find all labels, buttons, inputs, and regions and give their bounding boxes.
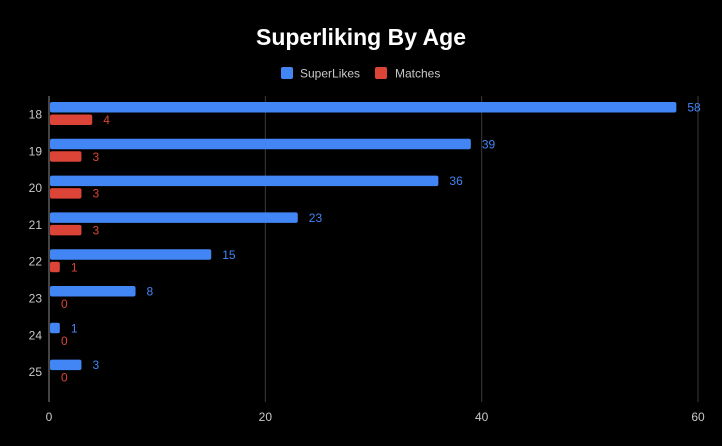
bar-superlikes-24 <box>50 322 60 334</box>
y-tick-label-25: 25 <box>29 365 43 379</box>
data-label-superlikes-25: 3 <box>92 358 99 372</box>
chart-title: Superliking By Age <box>256 24 466 50</box>
x-tick-label-60: 60 <box>691 410 705 424</box>
data-label-matches-18: 4 <box>103 113 110 127</box>
data-label-matches-20: 3 <box>92 187 99 201</box>
bar-superlikes-20 <box>50 175 439 187</box>
data-label-superlikes-22: 15 <box>222 248 236 262</box>
bar-matches-20 <box>50 188 82 199</box>
bar-matches-19 <box>50 151 82 162</box>
data-label-superlikes-20: 36 <box>449 174 463 188</box>
legend-label-matches: Matches <box>395 67 440 81</box>
data-label-matches-22: 1 <box>71 260 78 274</box>
y-tick-label-19: 19 <box>29 144 43 158</box>
bar-matches-21 <box>50 224 82 236</box>
data-label-superlikes-23: 8 <box>147 285 154 299</box>
bar-matches-18 <box>50 114 93 125</box>
data-label-superlikes-19: 39 <box>482 137 496 151</box>
bar-superlikes-22 <box>50 249 212 260</box>
bar-superlikes-19 <box>50 138 471 150</box>
x-tick-label-20: 20 <box>259 410 273 424</box>
legend-label-superlikes: SuperLikes <box>300 67 360 81</box>
bar-matches-22 <box>50 261 60 273</box>
y-tick-label-24: 24 <box>29 328 43 342</box>
data-label-superlikes-24: 1 <box>71 321 78 335</box>
x-tick-label-40: 40 <box>475 410 489 424</box>
y-tick-label-21: 21 <box>29 218 43 232</box>
data-label-superlikes-21: 23 <box>309 211 323 225</box>
data-label-matches-23: 0 <box>61 297 68 311</box>
y-tick-label-23: 23 <box>29 292 43 306</box>
data-label-superlikes-18: 58 <box>687 101 701 115</box>
legend-swatch-superlikes <box>281 67 293 79</box>
data-label-matches-24: 0 <box>61 334 68 348</box>
legend: SuperLikes Matches <box>281 67 440 81</box>
x-tick-label-0: 0 <box>46 410 53 424</box>
bar-superlikes-25 <box>50 359 82 371</box>
legend-swatch-matches <box>375 67 387 79</box>
data-label-matches-19: 3 <box>92 150 99 164</box>
bar-superlikes-21 <box>50 212 298 223</box>
y-axis-labels: 18 19 20 21 22 23 24 25 <box>29 108 43 380</box>
y-tick-label-20: 20 <box>29 181 43 195</box>
y-tick-label-22: 22 <box>29 255 43 269</box>
y-tick-label-18: 18 <box>29 108 43 122</box>
bar-superlikes-23 <box>50 286 136 297</box>
bar-superlikes-18 <box>50 102 677 113</box>
x-axis-labels: 0 20 40 60 <box>46 410 705 424</box>
data-label-matches-21: 3 <box>92 223 99 237</box>
data-label-matches-25: 0 <box>61 371 68 385</box>
